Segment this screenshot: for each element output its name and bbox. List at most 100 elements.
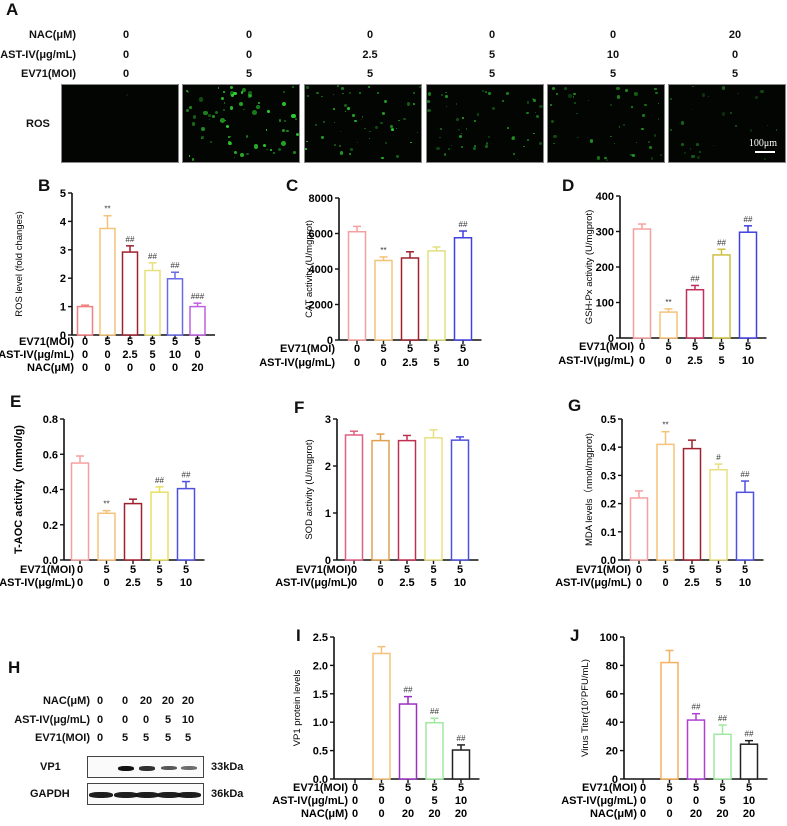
category-value: 5 [433,343,439,355]
bar [371,439,390,561]
category-value: 0 [639,355,645,367]
category-value: 0 [378,795,384,807]
category-value: 5 [665,341,671,353]
y-tick-label: 0.3 [601,470,616,482]
y-tick-label: 1.0 [313,717,328,729]
panel-a-condition-value: 5 [488,49,496,61]
bar [660,661,679,780]
blot-band [177,792,201,798]
category-value: 0 [662,577,668,589]
blot-band [118,766,134,771]
category-row-label: AST-IV(μg/mL) [0,577,75,589]
category-value: 5 [715,577,721,589]
panel-a-condition-value: 2.5 [362,49,378,61]
wb-condition-value: 0 [121,695,129,707]
significance-marker: ** [380,246,386,255]
panel-a-condition-value: 5 [245,68,253,80]
panel-letter-i: I [296,626,301,645]
blot-band [89,792,113,798]
bar [400,257,420,341]
bar [739,743,759,780]
category-value: 2.5 [399,577,414,589]
wb-condition-value: 5 [164,732,172,744]
y-tick-label: 0.8 [43,414,58,426]
blot-band [114,792,138,798]
panel-letter-f: F [294,398,305,417]
bar [189,305,206,336]
y-tick-label: 40 [606,717,618,729]
category-value: 5 [718,341,724,353]
panel-a-condition-value: 0 [245,49,253,61]
category-value: 5 [404,564,410,576]
category-row-label: AST-IV(μg/mL) [259,357,335,369]
category-value: 5 [431,782,437,794]
bar [70,462,90,561]
bar [451,749,471,780]
wb-condition-value: 10 [181,714,195,726]
category-value: 5 [407,343,413,355]
y-tick-label: 2 [60,273,66,285]
ros-fluorescence-image: 100μm [668,84,786,163]
category-row-label: AST-IV(μg/mL) [555,577,631,589]
significance-marker: ## [718,714,727,723]
category-row-label: EV71(MOI) [293,782,348,794]
category-value: 5 [692,341,698,353]
ros-fluorescence-image [304,84,422,163]
category-value: 0 [354,357,360,369]
category-value: 20 [402,808,414,820]
category-row-label: NAC(μM) [301,808,348,820]
y-tick-label: 4 [60,216,67,228]
category-value: 10 [743,795,755,807]
panel-a-condition-value: 0 [366,29,374,41]
category-value: 0 [377,577,383,589]
scale-bar-label: 100μm [748,138,777,149]
y-axis-label: GSH-Px activity (U/mgprot) [584,210,595,325]
category-value: 0 [104,349,110,361]
category-value: 5 [430,564,436,576]
significance-marker: ## [155,476,164,485]
category-value: 5 [156,577,162,589]
category-value: 0 [640,782,646,794]
category-value: 5 [460,343,466,355]
category-value: 5 [458,782,464,794]
panel-a-condition-value: 0 [122,29,130,41]
panel-a-condition-value: 0 [609,29,617,41]
category-value: 20 [743,808,755,820]
category-value: 5 [742,564,748,576]
category-row-label: EV71(MOI) [579,341,634,353]
y-tick-label: 6000 [309,229,333,241]
y-axis-label: MDA levels（nmol/mgprot) [583,433,595,546]
category-value: 0 [636,564,642,576]
category-value: 2.5 [687,355,702,367]
y-tick-label: 0.4 [601,442,617,454]
significance-marker: ### [191,292,205,301]
significance-marker: ## [745,730,754,739]
bar [123,502,143,561]
wb-condition-value: 20 [161,695,175,707]
significance-marker: ## [691,274,700,283]
y-tick-label: 100 [596,298,614,310]
significance-marker: ** [103,500,109,509]
category-value: 5 [149,349,155,361]
category-value: 0 [639,341,645,353]
category-value: 10 [180,577,192,589]
bar [450,439,470,561]
significance-marker: ## [430,707,439,716]
category-value: 0 [82,349,88,361]
y-tick-label: 0 [612,774,618,786]
y-tick-label: 100 [600,632,618,644]
bar [150,491,169,561]
bar [629,497,649,561]
category-value: 5 [745,341,751,353]
bar [398,703,418,780]
bar [144,269,161,336]
panel-a-row-label: EV71(MOI) [20,68,76,80]
panel-a-condition-value: 5 [609,68,617,80]
ros-fluorescence-image [182,84,300,163]
category-value: 0 [172,362,178,374]
panel-letter-a: A [6,0,19,19]
significance-marker: ## [717,238,726,247]
panel-a-condition-value: 5 [488,68,496,80]
y-axis-label: ROS level (fold changes) [14,211,25,317]
